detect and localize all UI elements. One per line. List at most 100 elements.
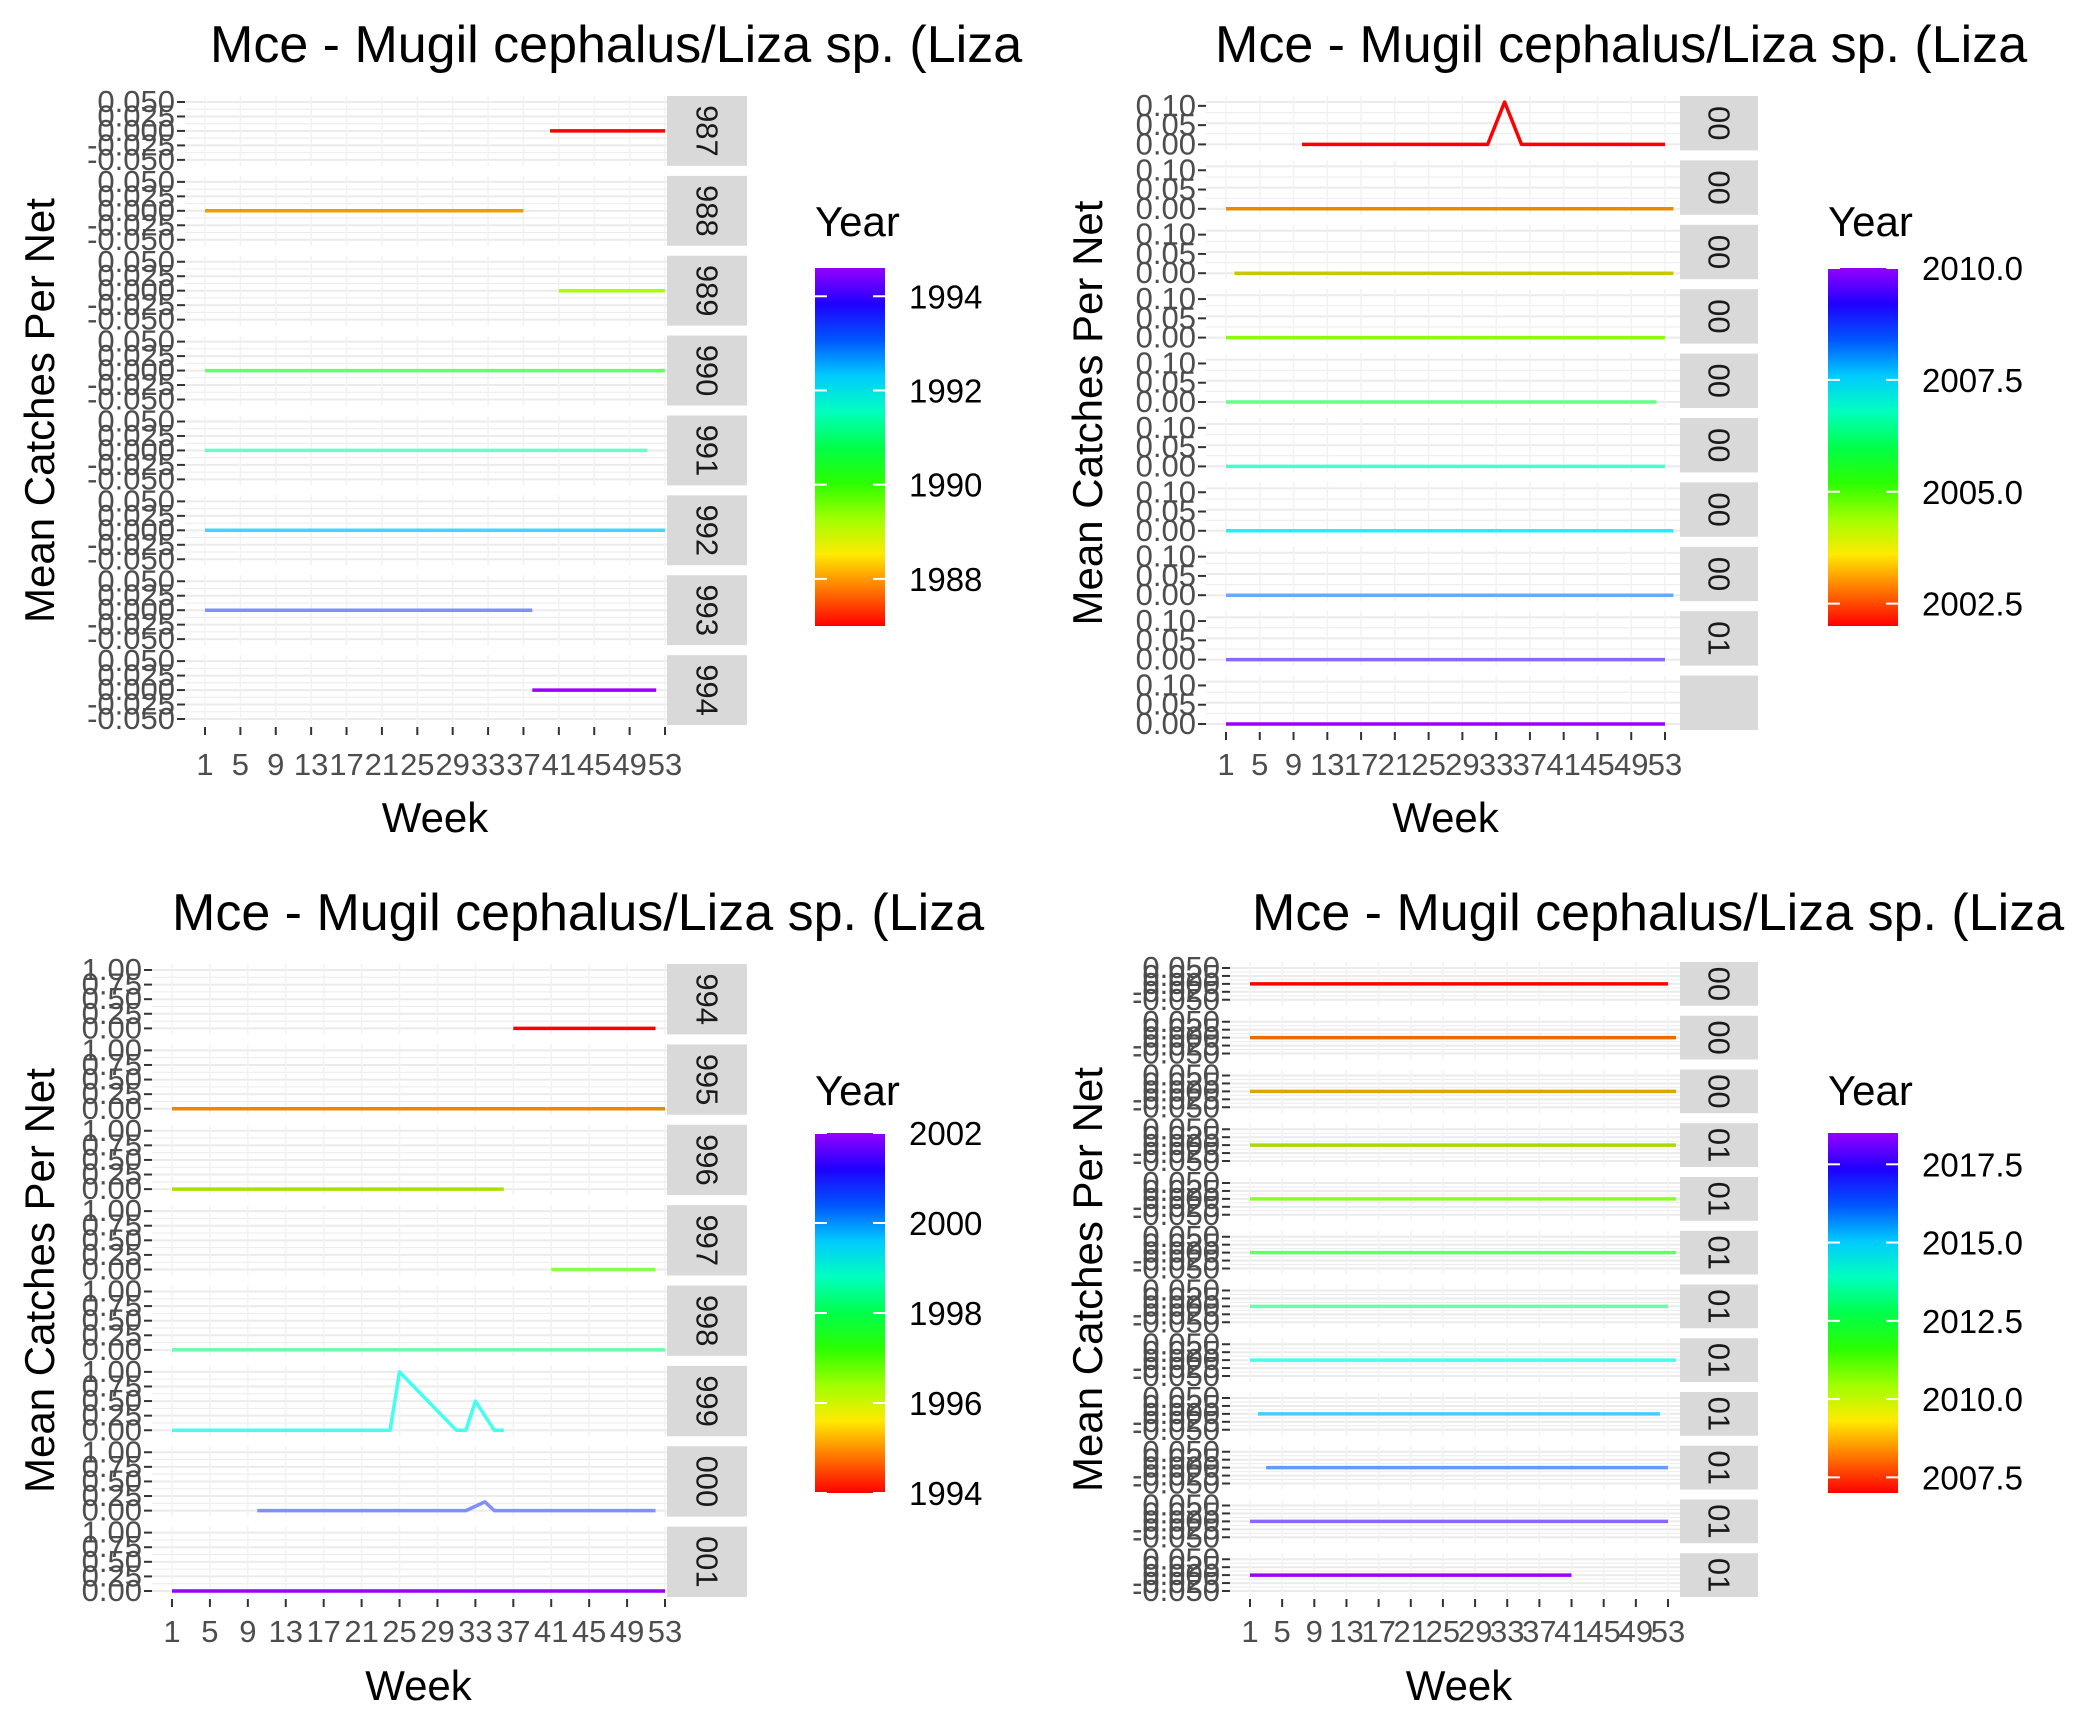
y-tick-label: 0.25 [82, 1398, 142, 1433]
strip-label: 00 [1702, 170, 1737, 204]
facet-strip [1680, 289, 1758, 344]
y-tick-label: -0.050 [1132, 1089, 1220, 1124]
y-tick-label: -0.050 [1132, 1036, 1220, 1071]
facet-row: 0.000.250.500.751.00 997 [82, 1193, 747, 1287]
y-tick-label: 0.050 [97, 483, 175, 518]
strip-label: 990 [690, 345, 725, 397]
x-tick-label: 53 [648, 1614, 682, 1649]
y-tick-label: 0.050 [1142, 1434, 1220, 1469]
strip-label: 00 [1702, 1020, 1737, 1054]
x-tick-label: 21 [1394, 1614, 1428, 1649]
x-tick-label: 17 [1344, 747, 1378, 782]
y-tick-label: 0.025 [97, 498, 175, 533]
y-tick-label: 0.05 [1136, 429, 1196, 464]
strip-label: 996 [690, 1134, 725, 1186]
strip-label: 995 [690, 1054, 725, 1106]
y-tick-label: 0.050 [97, 244, 175, 279]
y-tick-label: 0.050 [1142, 1219, 1220, 1254]
facet-strip [667, 1285, 747, 1356]
legend-label: 2002 [909, 1115, 982, 1152]
strip-label: 992 [690, 504, 725, 556]
y-tick-label: 0.05 [1136, 300, 1196, 335]
strip-label: 01 [1702, 1289, 1737, 1323]
y-tick-label: 0.00 [82, 1091, 142, 1126]
x-tick-label: 25 [382, 1614, 416, 1649]
facet-strip [1680, 546, 1758, 602]
y-tick-label: 0.10 [1136, 474, 1196, 509]
y-tick-label: 0.25 [82, 996, 142, 1031]
y-tick-label: 0.25 [82, 1317, 142, 1352]
strip-label: 994 [690, 973, 725, 1025]
facet-strip [1680, 1069, 1758, 1114]
legend-label: 2010.0 [1922, 250, 2023, 287]
y-tick-label: -0.025 [1132, 1296, 1220, 1331]
strip-label: 00 [1702, 299, 1737, 333]
facet-row: 0.000.250.500.751.00 996 [82, 1113, 747, 1206]
facet-strip [1680, 1338, 1758, 1382]
x-tick-label: 1 [196, 747, 213, 782]
x-tick-label: 13 [1329, 1614, 1363, 1649]
x-tick-label: 33 [1479, 747, 1513, 782]
y-tick-label: 1.00 [82, 1434, 142, 1469]
facet-strip [667, 964, 747, 1035]
facet-strip [1680, 1123, 1758, 1167]
facet-strip [667, 1205, 747, 1276]
x-tick-label: 37 [506, 747, 540, 782]
y-tick-label: 0.000 [1142, 1127, 1220, 1162]
y-tick-label: 0.000 [1142, 1396, 1220, 1431]
y-tick-label: 0.050 [97, 404, 175, 439]
facet-strip [1680, 418, 1758, 473]
y-tick-label: 0.050 [97, 164, 175, 199]
y-tick-label: 0.000 [97, 113, 175, 148]
y-tick-label: -0.050 [87, 621, 175, 656]
y-tick-label: -0.025 [87, 207, 175, 242]
y-tick-label: 0.75 [82, 1208, 142, 1243]
facet-strip [1680, 1553, 1758, 1597]
legend-label: 2007.5 [1922, 362, 2023, 399]
strip-label: 998 [690, 1295, 725, 1347]
y-tick-label: 0.05 [1136, 172, 1196, 207]
series-line [172, 1370, 504, 1433]
facet-row: 0.000.250.500.751.00 000 [82, 1434, 747, 1528]
y-tick-label: -0.025 [1132, 1458, 1220, 1493]
y-tick-label: 0.05 [1136, 107, 1196, 142]
x-tick-label: 37 [496, 1614, 530, 1649]
legend-label: 1994 [909, 278, 982, 315]
y-tick-label: -0.050 [1132, 1573, 1220, 1608]
y-tick-label: -0.025 [1132, 1028, 1220, 1063]
facet-row: 0.000.050.10 00 [1136, 539, 1758, 612]
panel-title: Mce - Mugil cephalus/Liza sp. (Liza [172, 884, 984, 942]
x-tick-label: 41 [1546, 747, 1580, 782]
facet-strip [1680, 1177, 1758, 1221]
y-tick-label: -0.025 [87, 607, 175, 642]
x-tick-label: 49 [612, 747, 646, 782]
y-tick-label: 0.75 [82, 1368, 142, 1403]
y-tick-label: 0.025 [1142, 1334, 1220, 1369]
panel-title: Mce - Mugil cephalus/Liza sp. (Liza [1252, 884, 2064, 942]
y-tick-label: 0.000 [97, 353, 175, 388]
y-tick-label: 0.025 [1142, 1442, 1220, 1477]
y-tick-label: 0.50 [82, 1062, 142, 1097]
facet-row: 0.000.050.10 00 [1136, 152, 1758, 226]
y-tick-label: 0.000 [1142, 1235, 1220, 1270]
y-tick-label: -0.025 [1132, 1511, 1220, 1546]
legend-title: Year [815, 1067, 900, 1114]
y-tick-label: 0.00 [1136, 255, 1196, 290]
y-tick-label: -0.050 [1132, 1197, 1220, 1232]
panel-2: Mce - Mugil cephalus/Liza sp. (Liza Mean … [1064, 16, 2027, 841]
legend-label: 1990 [909, 467, 982, 504]
x-tick-label: 53 [1651, 1614, 1685, 1649]
legend-label: 2012.5 [1922, 1303, 2023, 1340]
facet-strip [667, 335, 747, 406]
